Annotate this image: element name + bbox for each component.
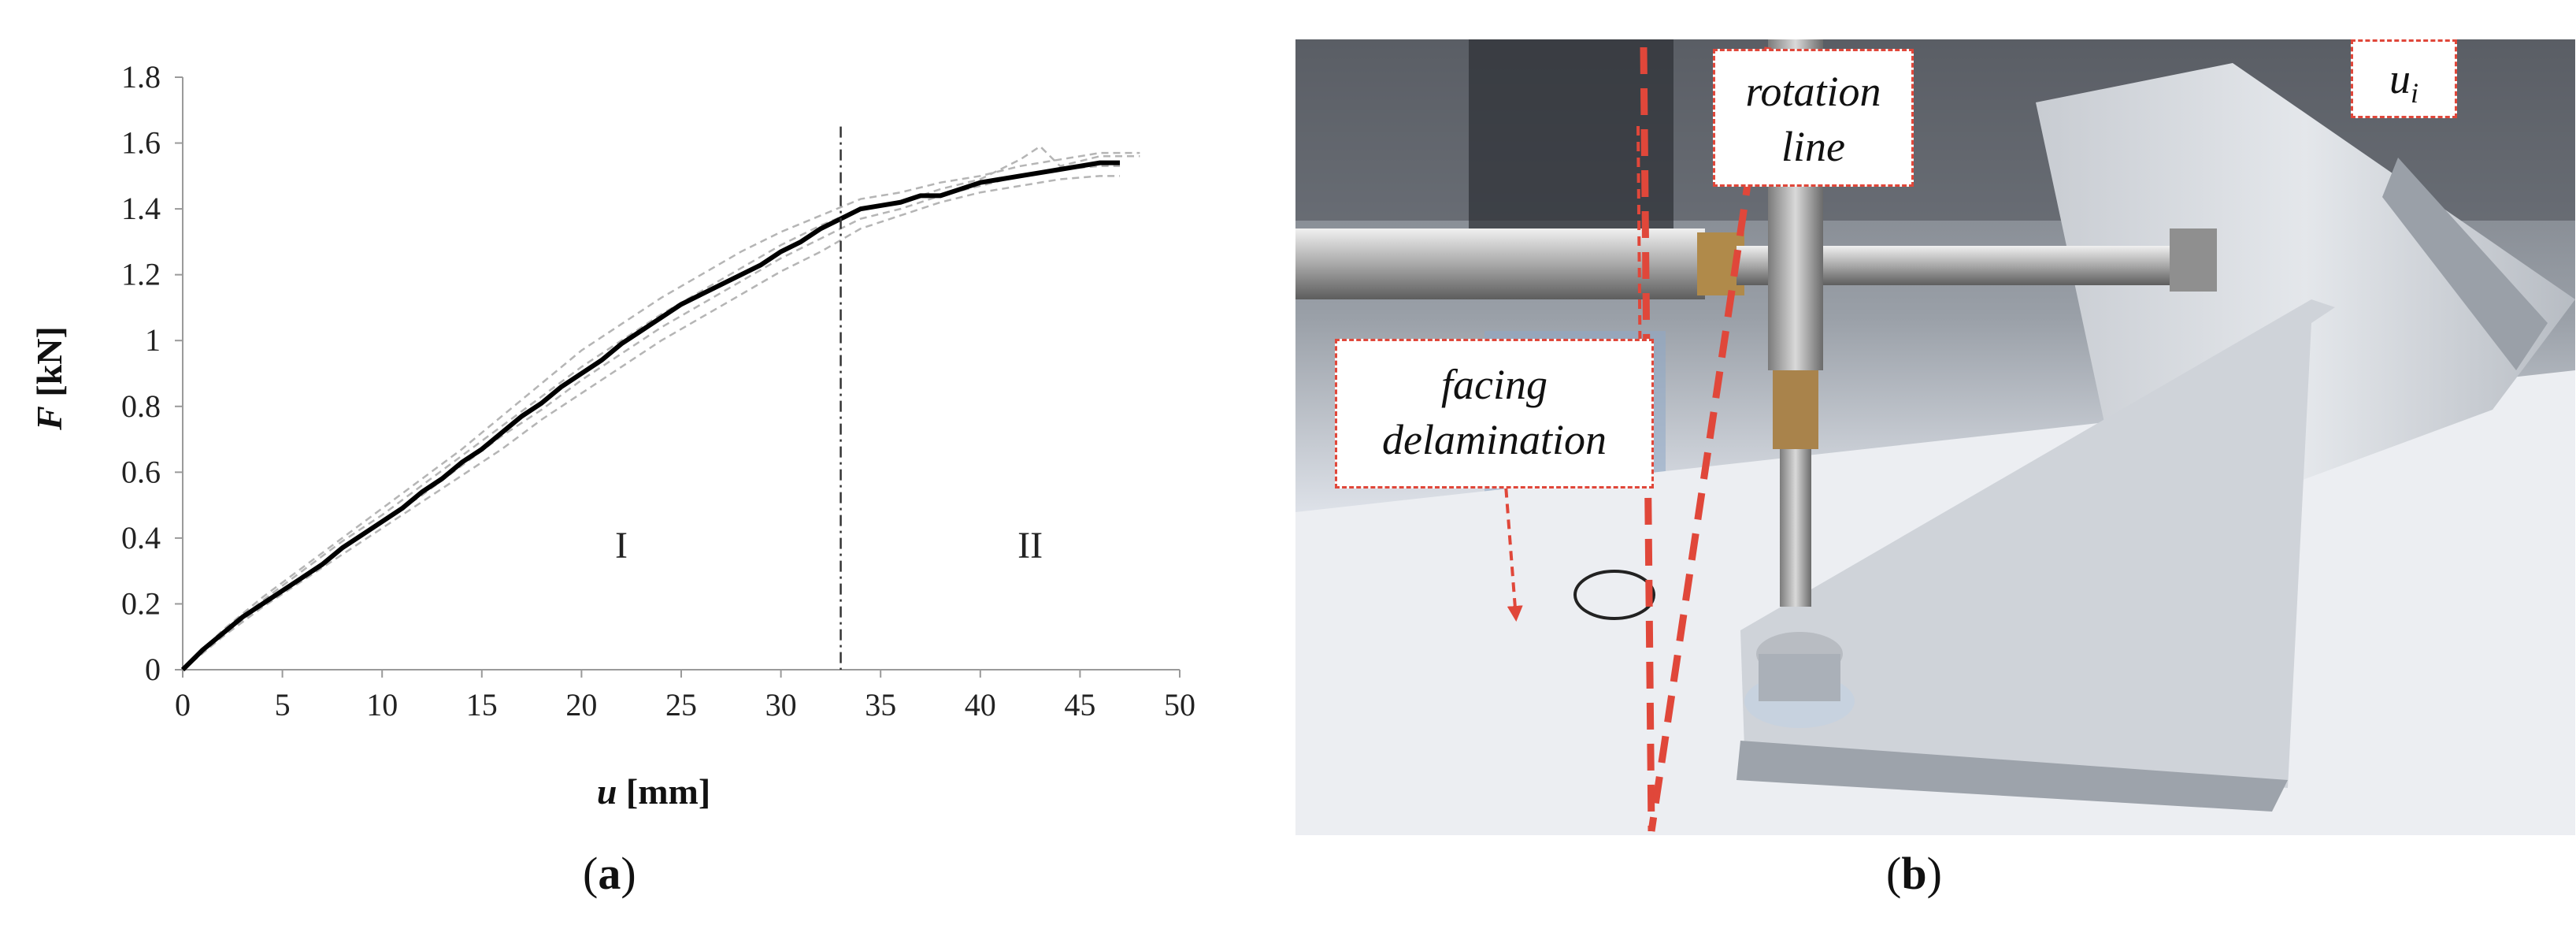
rotation-line-callout: rotation line bbox=[1713, 49, 1914, 187]
x-tick-label: 50 bbox=[1164, 687, 1195, 723]
y-tick-labels: 0 0.2 0.4 0.6 0.8 1 1.2 1.4 1.6 1.8 bbox=[121, 59, 161, 687]
sample-curves bbox=[182, 145, 1140, 671]
delamination-arrow bbox=[1495, 362, 1523, 622]
ui-variable: u bbox=[2389, 55, 2411, 102]
horizontal-rod bbox=[1295, 228, 1705, 299]
x-tick-labels: 0 5 10 15 20 25 30 35 40 45 50 bbox=[175, 687, 1195, 723]
y-axis-title: F [kN] bbox=[29, 326, 69, 431]
nut-stack bbox=[1759, 654, 1840, 701]
photo-illustration bbox=[1295, 39, 2575, 835]
y-tick-label: 0 bbox=[145, 652, 161, 687]
y-tick-label: 0.6 bbox=[121, 454, 161, 489]
x-tick-label: 15 bbox=[466, 687, 498, 723]
angle-base bbox=[1736, 741, 2288, 812]
rotation-label-line1: rotation bbox=[1745, 68, 1881, 115]
x-tick-label: 40 bbox=[965, 687, 996, 723]
x-tick-label: 35 bbox=[865, 687, 896, 723]
x-tick-label: 25 bbox=[665, 687, 697, 723]
chart-axes bbox=[175, 76, 1181, 678]
y-tick-label: 0.8 bbox=[121, 388, 161, 424]
marker-sketch bbox=[1573, 570, 1655, 620]
brass-sleeve bbox=[1773, 370, 1818, 449]
force-displacement-chart: 0 5 10 15 20 25 30 35 40 45 50 0 0.2 0.4 0.6 0.8 1 1.2 1.… bbox=[29, 59, 1195, 812]
region-label-2: II bbox=[1017, 525, 1043, 567]
y-tick-label: 1.2 bbox=[121, 257, 161, 292]
caption-a: (a) bbox=[583, 848, 636, 899]
x-axis-variable: u bbox=[597, 771, 617, 812]
y-tick-label: 0.4 bbox=[121, 520, 161, 555]
delamination-label-line2: delamination bbox=[1382, 416, 1607, 463]
region-label-1: I bbox=[615, 525, 628, 567]
sample-series-line-4 bbox=[182, 165, 1121, 671]
y-tick-label: 1.6 bbox=[121, 125, 161, 161]
y-axis-variable: F bbox=[29, 406, 69, 431]
rotation-arrow bbox=[1632, 125, 1648, 393]
machine-block bbox=[1469, 39, 1673, 236]
y-tick-label: 1 bbox=[145, 322, 161, 358]
caption-b: (b) bbox=[1886, 848, 1942, 899]
x-tick-label: 10 bbox=[366, 687, 398, 723]
region-labels: I II bbox=[615, 525, 1043, 567]
x-tick-label: 20 bbox=[565, 687, 597, 723]
mean-curve bbox=[180, 160, 1121, 672]
facing-delamination-callout: facing delamination bbox=[1335, 339, 1654, 489]
y-tick-label: 0.2 bbox=[121, 585, 161, 621]
test-setup-photo: rotation line facing delamination ui bbox=[1295, 39, 2575, 835]
x-tick-label: 45 bbox=[1064, 687, 1095, 723]
x-axis-unit: [mm] bbox=[626, 771, 710, 812]
y-axis-unit: [kN] bbox=[29, 326, 69, 396]
y-tick-label: 1.8 bbox=[121, 59, 161, 95]
facing-label-line1: facing bbox=[1441, 361, 1547, 408]
x-tick-label: 30 bbox=[765, 687, 797, 723]
sample-series-line-3 bbox=[182, 145, 1140, 671]
rotation-label-line2: line bbox=[1781, 123, 1845, 170]
angle-flange bbox=[2382, 158, 2548, 370]
ui-callout: ui bbox=[2351, 39, 2457, 118]
x-axis-title: u [mm] bbox=[597, 771, 710, 812]
rod-bracket bbox=[2170, 228, 2217, 292]
mean-series-line bbox=[180, 160, 1121, 672]
x-tick-label: 5 bbox=[275, 687, 291, 723]
sample-series-line-1 bbox=[182, 151, 1140, 671]
y-tick-label: 1.4 bbox=[121, 191, 161, 226]
angle-front-face bbox=[1740, 299, 2335, 788]
ui-subscript: i bbox=[2410, 76, 2418, 109]
sample-series-line-2 bbox=[182, 175, 1121, 671]
x-tick-label: 0 bbox=[175, 687, 191, 723]
